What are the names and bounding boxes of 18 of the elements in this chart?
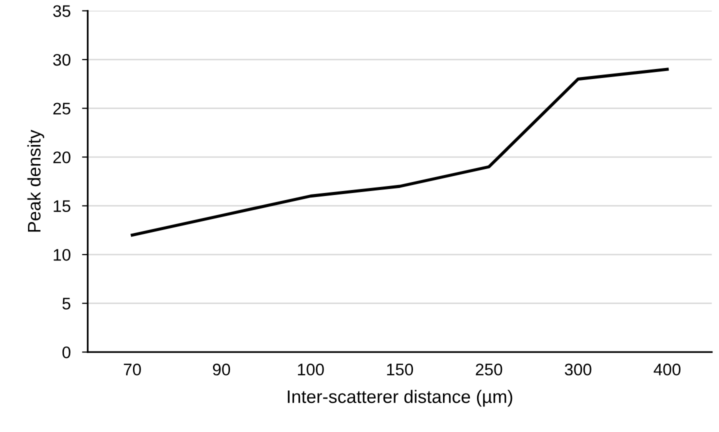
- line-series: [130, 68, 669, 237]
- y-axis-title: Peak density: [27, 130, 44, 232]
- y-tick-label: 0: [62, 346, 70, 358]
- y-tick-label: 25: [53, 102, 70, 115]
- x-tick-label: 90: [212, 364, 230, 376]
- x-tick-label: 100: [298, 364, 324, 376]
- y-tick-label: 10: [54, 248, 70, 261]
- x-tick-label: 250: [476, 364, 502, 376]
- x-tick-label: 150: [387, 364, 414, 376]
- y-tick-label: 5: [62, 298, 70, 310]
- y-tick-label: 15: [54, 200, 70, 212]
- y-tick-label: 30: [53, 54, 70, 66]
- y-tick-label: 35: [53, 5, 70, 18]
- x-tick-label: 400: [654, 364, 680, 376]
- x-tick-label: 300: [564, 364, 592, 376]
- y-tick-label: 20: [53, 151, 70, 164]
- x-tick-label: 70: [124, 364, 141, 376]
- x-axis-title: Inter-scatterer distance (µm): [288, 390, 512, 407]
